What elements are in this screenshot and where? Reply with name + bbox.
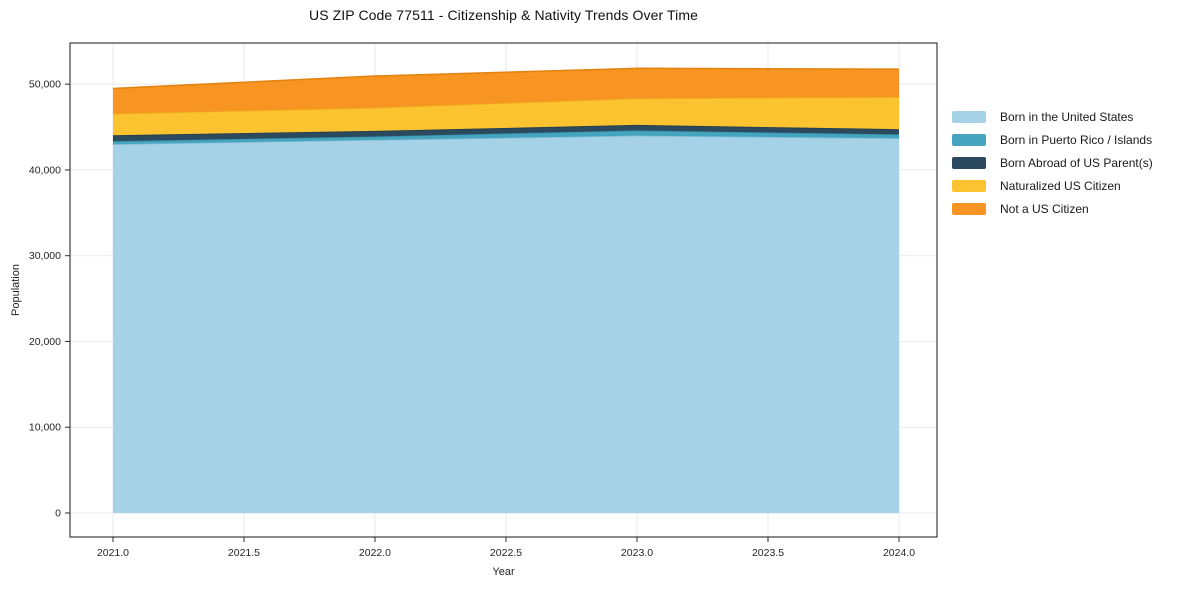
area-edge-naturalized-us-citizen	[112, 96, 900, 115]
legend-label: Born Abroad of US Parent(s)	[1000, 155, 1153, 170]
legend-swatch	[952, 179, 986, 192]
legend-item: Born in the United States	[952, 105, 1153, 128]
y-tick-label: 30,000	[29, 250, 61, 262]
x-tick-label: 2023.0	[621, 547, 653, 559]
plot-border	[69, 42, 938, 538]
area-series-born-abroad-of-us-parent-s	[112, 124, 900, 142]
x-tick-label: 2023.5	[752, 547, 784, 559]
legend-swatch	[952, 110, 986, 123]
x-tick-label: 2024.0	[883, 547, 915, 559]
area-series-born-in-the-united-states	[112, 135, 900, 513]
legend-swatch	[952, 133, 986, 146]
x-tick-label: 2022.0	[359, 547, 391, 559]
legend-label: Not a US Citizen	[1000, 201, 1089, 216]
area-series-born-in-puerto-rico-islands	[112, 130, 900, 145]
legend: Born in the United States Born in Puerto …	[952, 105, 1153, 220]
y-tick-label: 10,000	[29, 422, 61, 434]
legend-swatch	[952, 156, 986, 169]
area-edge-not-a-us-citizen	[112, 67, 900, 90]
y-tick-label: 50,000	[29, 79, 61, 91]
legend-item: Born Abroad of US Parent(s)	[952, 151, 1153, 174]
legend-swatch	[952, 202, 986, 215]
area-series-naturalized-us-citizen	[112, 97, 900, 136]
legend-label: Born in the United States	[1000, 109, 1134, 124]
legend-item: Born in Puerto Rico / Islands	[952, 128, 1153, 151]
y-tick-label: 40,000	[29, 164, 61, 176]
x-tick-label: 2021.0	[97, 547, 129, 559]
y-tick-label: 20,000	[29, 336, 61, 348]
legend-item: Naturalized US Citizen	[952, 174, 1153, 197]
chart-title: US ZIP Code 77511 - Citizenship & Nativi…	[309, 7, 698, 23]
x-tick-label: 2022.5	[490, 547, 522, 559]
legend-label: Naturalized US Citizen	[1000, 178, 1121, 193]
x-tick-label: 2021.5	[228, 547, 260, 559]
legend-item: Not a US Citizen	[952, 197, 1153, 220]
y-tick-label: 0	[55, 507, 61, 519]
legend-label: Born in Puerto Rico / Islands	[1000, 132, 1153, 147]
x-axis-label: Year	[492, 566, 515, 578]
